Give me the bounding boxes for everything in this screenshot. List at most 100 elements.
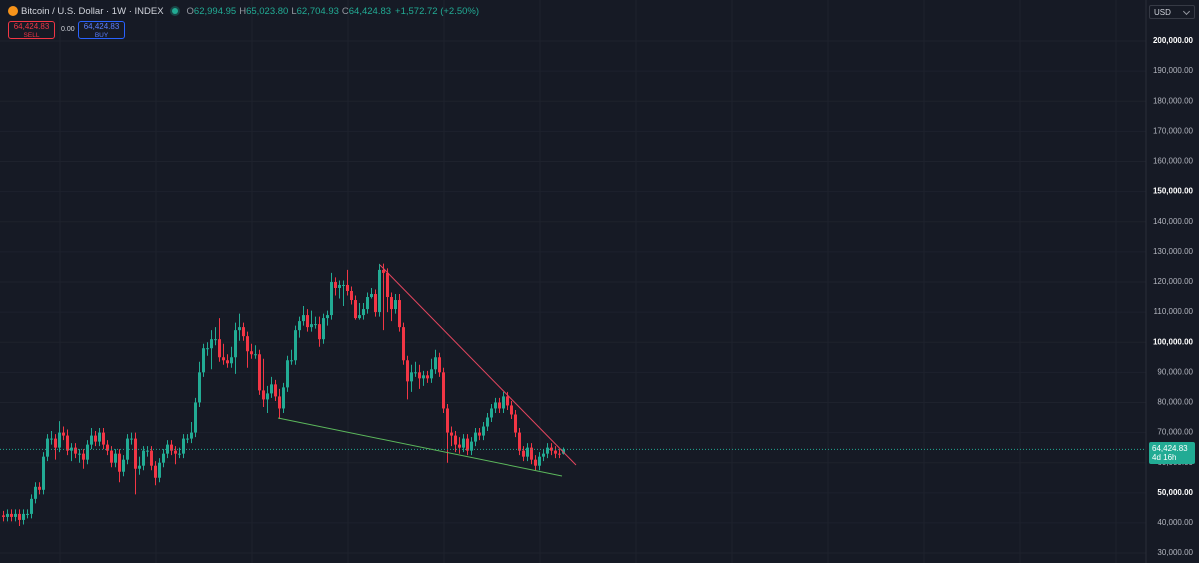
candle-body — [558, 453, 561, 455]
support-trendline — [277, 417, 563, 477]
candle-body — [478, 432, 481, 436]
y-tick-label: 70,000.00 — [1157, 428, 1193, 437]
candle-body — [318, 324, 321, 340]
y-tick-label: 100,000.00 — [1153, 337, 1194, 346]
y-tick-label: 160,000.00 — [1153, 157, 1194, 166]
candle-body — [446, 408, 449, 433]
y-tick-label: 150,000.00 — [1153, 187, 1194, 196]
candle-body — [238, 327, 241, 331]
candle-body — [454, 435, 457, 445]
candle-body — [554, 450, 557, 454]
candle-body — [538, 456, 541, 466]
candle-body — [414, 372, 417, 374]
y-tick-label: 170,000.00 — [1153, 126, 1194, 135]
candle-body — [226, 360, 229, 364]
candle-body — [290, 360, 293, 362]
candle-body — [250, 351, 253, 355]
candle-body — [366, 297, 369, 310]
candle-body — [390, 297, 393, 310]
candle-body — [314, 324, 317, 326]
y-tick-label: 110,000.00 — [1154, 307, 1194, 316]
candle-body — [142, 450, 145, 466]
candle-body — [54, 438, 57, 448]
candle-body — [146, 450, 149, 452]
candle-body — [118, 453, 121, 472]
candle-body — [526, 447, 529, 457]
spread: 0.00 — [61, 26, 75, 33]
grid — [0, 0, 1146, 563]
candle-body — [482, 426, 485, 436]
candle-body — [282, 387, 285, 409]
candle-body — [486, 417, 489, 427]
candle-body — [86, 444, 89, 460]
sell-label: SELL — [23, 31, 40, 39]
candle-body — [354, 300, 357, 319]
candle-body — [50, 438, 53, 440]
candle-body — [502, 396, 505, 409]
candle-body — [134, 438, 137, 469]
candle-body — [190, 432, 193, 439]
candle-body — [198, 372, 201, 403]
candle-body — [398, 300, 401, 328]
symbol-icon — [8, 6, 18, 16]
candle-body — [438, 357, 441, 373]
y-tick-label: 200,000.00 — [1153, 36, 1194, 45]
candle-body — [274, 384, 277, 397]
candle-body — [262, 390, 265, 400]
candle-body — [42, 456, 45, 490]
candle-body — [338, 284, 341, 288]
candle-body — [186, 438, 189, 440]
ohlc-value: 62,704.93 — [296, 5, 339, 17]
candle-body — [294, 330, 297, 361]
candle-body — [254, 354, 257, 356]
candle-body — [6, 513, 9, 517]
candle-body — [346, 284, 349, 291]
candle-body — [534, 459, 537, 466]
sell-button[interactable]: 64,424.83 SELL — [8, 21, 55, 39]
candle-body — [70, 447, 73, 451]
candle-body — [246, 336, 249, 352]
y-tick-label: 190,000.00 — [1153, 66, 1194, 75]
candle-body — [266, 393, 269, 400]
candle-body — [214, 339, 217, 341]
candle-body — [422, 375, 425, 379]
candle-body — [562, 449, 565, 454]
y-tick-label: 120,000.00 — [1153, 277, 1194, 286]
candle-body — [514, 414, 517, 433]
candle-body — [62, 432, 65, 436]
y-tick-label: 140,000.00 — [1153, 217, 1194, 226]
candle-body — [494, 402, 497, 409]
ohlc-value: 65,023.80 — [246, 5, 289, 17]
candle-body — [218, 339, 221, 358]
candle-body — [406, 360, 409, 382]
y-tick-label: 40,000.00 — [1157, 518, 1193, 527]
candle-body — [334, 281, 337, 288]
buy-button[interactable]: 64,424.83 BUY — [78, 21, 125, 39]
candle-body — [78, 453, 81, 455]
candle-body — [174, 450, 177, 454]
candle-body — [298, 321, 301, 331]
candle-body — [94, 435, 97, 442]
candle-body — [458, 444, 461, 448]
candle-body — [10, 513, 13, 517]
candle-body — [466, 438, 469, 451]
candle-body — [286, 360, 289, 388]
y-tick-label: 130,000.00 — [1153, 247, 1194, 256]
symbol-title[interactable]: Bitcoin / U.S. Dollar · 1W · INDEX — [21, 5, 164, 17]
candle-body — [122, 459, 125, 472]
candle-body — [150, 450, 153, 466]
candle-body — [130, 438, 133, 440]
candle-body — [194, 402, 197, 433]
candle-body — [98, 432, 101, 442]
ohlc-label: H — [239, 5, 247, 17]
candle-body — [46, 438, 49, 457]
candle-body — [206, 348, 209, 350]
candle-body — [26, 513, 29, 515]
candle-body — [34, 486, 37, 499]
candle-body — [242, 327, 245, 337]
candle-body — [490, 408, 493, 418]
currency-select[interactable]: USD — [1149, 5, 1195, 19]
candle-body — [394, 300, 397, 310]
